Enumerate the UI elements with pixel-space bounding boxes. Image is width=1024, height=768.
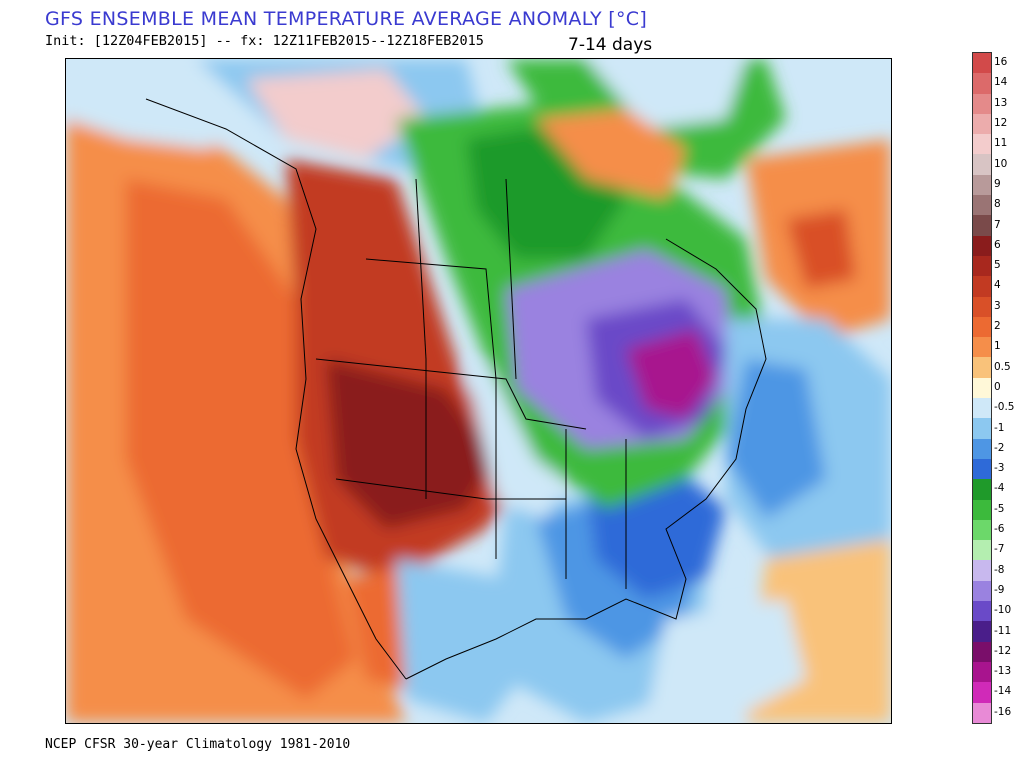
colorbar-swatch bbox=[973, 621, 991, 642]
colorbar-label: 1 bbox=[994, 340, 1001, 353]
colorbar-label: 14 bbox=[994, 76, 1008, 89]
anomaly-map bbox=[65, 58, 892, 724]
colorbar-swatch bbox=[973, 276, 991, 297]
colorbar-label: -4 bbox=[994, 482, 1005, 495]
colorbar-label: 13 bbox=[994, 96, 1008, 109]
climatology-footer: NCEP CFSR 30-year Climatology 1981-2010 bbox=[45, 737, 351, 752]
colorbar-label: -5 bbox=[994, 502, 1005, 515]
colorbar-label: -1 bbox=[994, 421, 1005, 434]
colorbar-swatch bbox=[973, 235, 991, 256]
colorbar-swatch bbox=[973, 296, 991, 317]
colorbar-label: 12 bbox=[994, 117, 1008, 130]
colorbar-swatch bbox=[973, 255, 991, 277]
colorbar-label: 5 bbox=[994, 259, 1001, 272]
colorbar-label: -8 bbox=[994, 563, 1005, 576]
colorbar-swatch bbox=[973, 601, 991, 622]
colorbar-label: -14 bbox=[994, 685, 1012, 698]
colorbar-swatch bbox=[973, 174, 991, 196]
colorbar-label: -9 bbox=[994, 583, 1005, 596]
colorbar-swatch bbox=[973, 53, 991, 74]
colorbar-swatch bbox=[973, 337, 991, 358]
colorbar-label: 3 bbox=[994, 299, 1001, 312]
colorbar-label: -6 bbox=[994, 523, 1005, 536]
map-title: GFS ENSEMBLE MEAN TEMPERATURE AVERAGE AN… bbox=[45, 8, 648, 30]
colorbar-label: 11 bbox=[994, 137, 1008, 150]
colorbar-label: 2 bbox=[994, 320, 1001, 333]
colorbar-swatch bbox=[973, 154, 991, 175]
colorbar-swatch bbox=[973, 479, 991, 500]
forecast-period-label: 7-14 days bbox=[568, 35, 653, 55]
colorbar-swatch bbox=[973, 377, 991, 399]
colorbar-swatch bbox=[973, 113, 991, 135]
colorbar-label: -3 bbox=[994, 462, 1005, 475]
colorbar-swatch bbox=[973, 682, 991, 703]
colorbar-label: -2 bbox=[994, 441, 1005, 454]
colorbar-swatch bbox=[973, 398, 991, 419]
colorbar-swatch bbox=[973, 560, 991, 581]
colorbar-label: -12 bbox=[994, 644, 1012, 657]
colorbar-swatch bbox=[973, 316, 991, 338]
colorbar-swatch bbox=[973, 215, 991, 236]
anomaly-map-graphic bbox=[66, 59, 891, 723]
colorbar-swatch bbox=[973, 357, 991, 378]
colorbar-label: 10 bbox=[994, 157, 1008, 170]
colorbar-label: 6 bbox=[994, 238, 1001, 251]
colorbar-label: -7 bbox=[994, 543, 1005, 556]
colorbar-swatch bbox=[973, 580, 991, 602]
colorbar-swatch bbox=[973, 641, 991, 662]
colorbar-swatch bbox=[973, 195, 991, 216]
colorbar-label: 0 bbox=[994, 380, 1001, 393]
colorbar-swatch bbox=[973, 418, 991, 439]
colorbar-label: -13 bbox=[994, 665, 1012, 678]
colorbar-swatch bbox=[973, 458, 991, 480]
init-forecast-line: Init: [12Z04FEB2015] -- fx: 12Z11FEB2015… bbox=[45, 33, 484, 49]
colorbar-label: -10 bbox=[994, 604, 1012, 617]
colorbar-swatch bbox=[973, 702, 991, 723]
colorbar-label: 16 bbox=[994, 56, 1008, 69]
colorbar-swatch bbox=[973, 93, 991, 114]
colorbar-swatch bbox=[973, 73, 991, 94]
colorbar-swatch bbox=[973, 134, 991, 155]
colorbar bbox=[972, 52, 992, 724]
colorbar-label: 9 bbox=[994, 177, 1001, 190]
colorbar-label: 7 bbox=[994, 218, 1001, 231]
colorbar-label: -0.5 bbox=[994, 401, 1015, 414]
colorbar-swatch bbox=[973, 519, 991, 541]
colorbar-label: -11 bbox=[994, 624, 1012, 637]
colorbar-swatch bbox=[973, 540, 991, 561]
colorbar-swatch bbox=[973, 499, 991, 520]
colorbar-label: -16 bbox=[994, 705, 1012, 718]
colorbar-swatch bbox=[973, 661, 991, 683]
colorbar-label: 4 bbox=[994, 279, 1001, 292]
colorbar-label: 0.5 bbox=[994, 360, 1011, 373]
coastline-borders bbox=[145, 98, 767, 680]
colorbar-label: 8 bbox=[994, 198, 1001, 211]
colorbar-swatch bbox=[973, 438, 991, 459]
